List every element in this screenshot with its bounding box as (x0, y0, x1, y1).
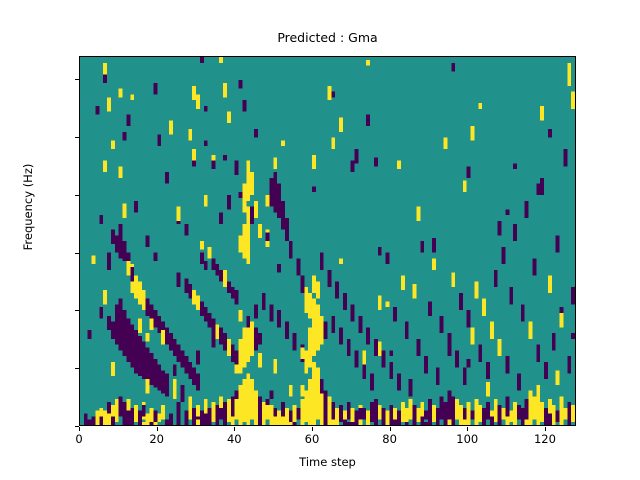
x-tick-mark (467, 427, 469, 431)
y-axis-label: Frequency (Hz) (21, 163, 35, 251)
x-tick-mark (544, 427, 546, 431)
x-tick-mark (156, 427, 158, 431)
x-tick-mark (311, 427, 313, 431)
x-tick-label: 20 (149, 432, 164, 446)
y-tick-mark (75, 426, 79, 427)
x-tick-mark (234, 427, 236, 431)
y-tick-mark (75, 310, 79, 312)
x-tick-mark (389, 427, 391, 431)
y-tick-mark (75, 136, 79, 138)
y-tick-mark (75, 79, 79, 81)
y-tick-mark (75, 252, 79, 254)
heatmap-canvas (80, 57, 575, 425)
heatmap-plot-area (79, 56, 576, 426)
x-tick-label: 60 (304, 432, 320, 446)
x-tick-label: 100 (456, 432, 479, 446)
page-title: Predicted : Gma (277, 30, 378, 45)
x-tick-label: 120 (533, 432, 556, 446)
x-tick-label: 0 (75, 432, 83, 446)
x-tick-label: 80 (382, 432, 397, 446)
x-axis-label: Time step (299, 455, 356, 469)
x-tick-label: 40 (226, 432, 242, 446)
y-tick-mark (75, 368, 79, 370)
y-tick-mark (75, 194, 79, 196)
x-tick-mark (79, 427, 80, 431)
